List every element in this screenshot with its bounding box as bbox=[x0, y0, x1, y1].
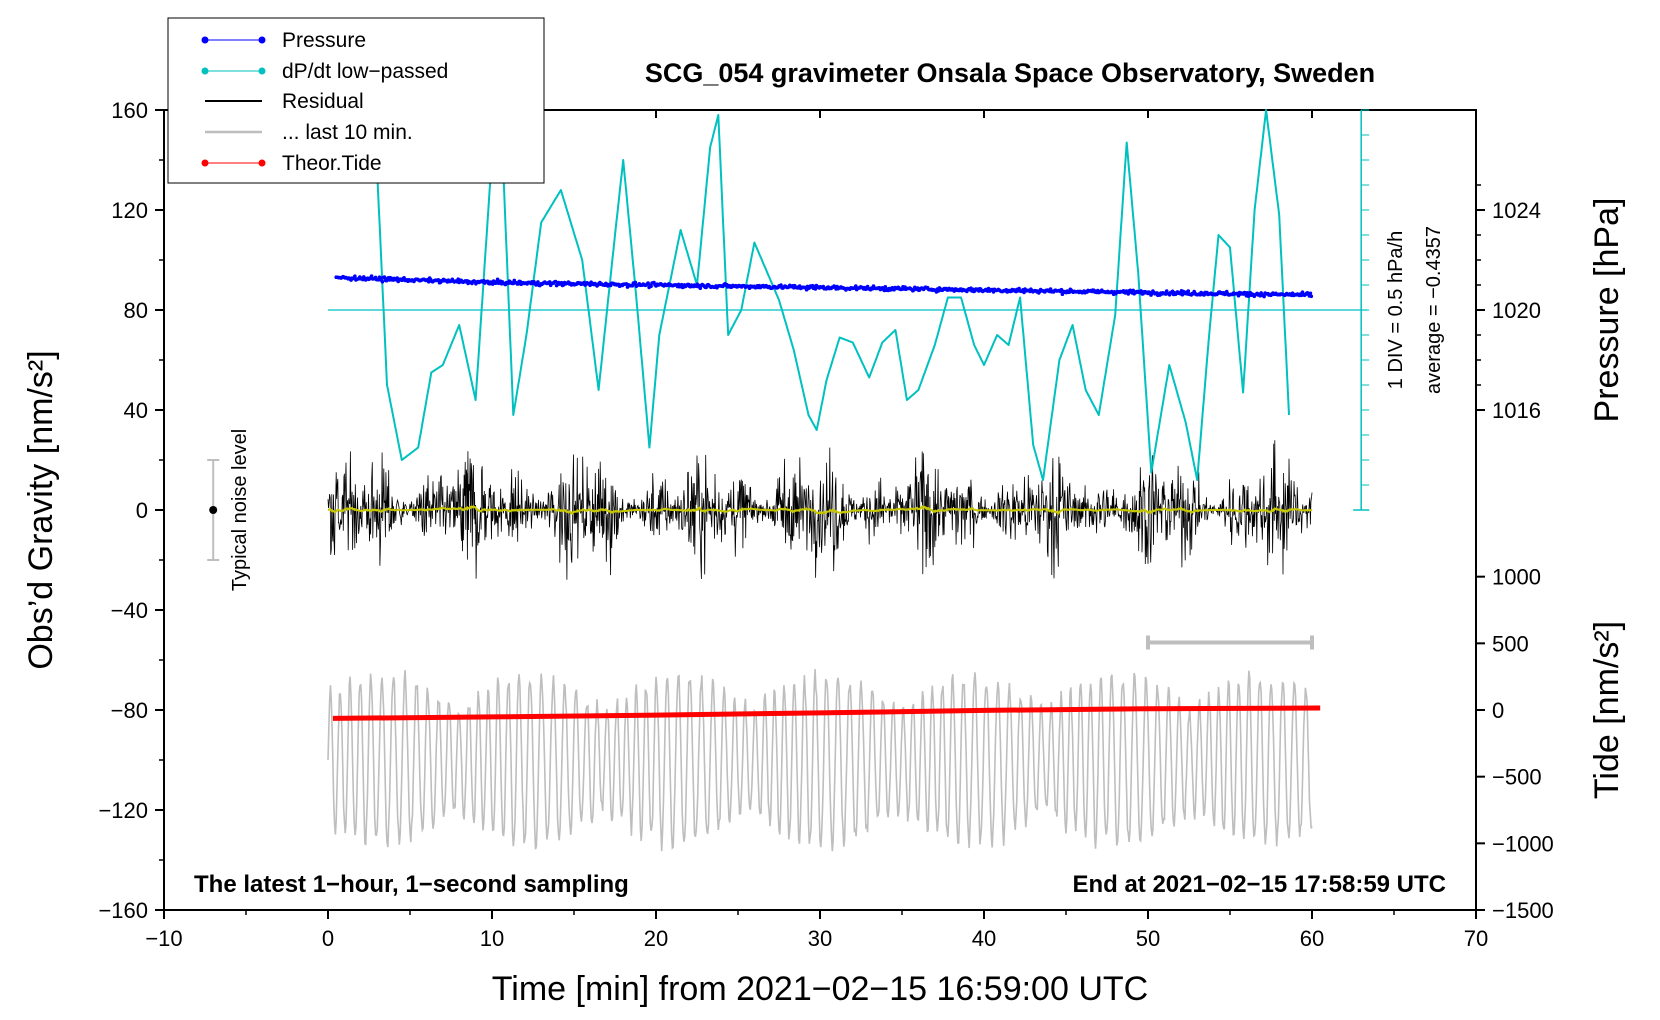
y-tick-label-gravity: −160 bbox=[98, 898, 148, 923]
y-tick-label-tide: 0 bbox=[1492, 698, 1504, 723]
legend-label-theor-tide: Theor.Tide bbox=[282, 152, 382, 175]
last-10-min-series bbox=[327, 669, 1313, 852]
last-10-min-line bbox=[327, 669, 1313, 852]
pressure-point bbox=[854, 284, 858, 288]
legend-item-dpdt: dP/dt low−passed bbox=[201, 60, 448, 83]
legend-item-pressure: Pressure bbox=[201, 29, 366, 52]
y-tick-label-gravity: 0 bbox=[136, 498, 148, 523]
legend-item-residual: Residual bbox=[205, 90, 364, 113]
legend: Pressure dP/dt low−passed Residual ... l… bbox=[167, 17, 545, 184]
y-tick-label-gravity: 40 bbox=[124, 398, 148, 423]
y-tick-label-tide: −1500 bbox=[1492, 898, 1554, 923]
sampling-note: The latest 1−hour, 1−second sampling bbox=[194, 871, 629, 898]
x-tick-label: 30 bbox=[808, 926, 832, 951]
y-tick-label-gravity: −40 bbox=[111, 598, 148, 623]
legend-label-pressure: Pressure bbox=[282, 29, 366, 52]
pressure-point bbox=[1309, 294, 1314, 299]
y-tick-label-pressure: 1020 bbox=[1492, 298, 1541, 323]
x-tick-label: 60 bbox=[1300, 926, 1324, 951]
pressure-series bbox=[334, 274, 1314, 299]
pressure-point bbox=[1139, 289, 1143, 293]
pressure-point bbox=[1262, 294, 1266, 299]
pressure-point bbox=[1126, 292, 1131, 296]
y-tick-label-gravity: 120 bbox=[111, 198, 148, 223]
x-tick-label: 10 bbox=[480, 926, 504, 951]
noise-level-dot bbox=[209, 506, 218, 514]
dpdt-series bbox=[376, 109, 1290, 481]
legend-marker-dpdt-2 bbox=[258, 67, 266, 75]
theor-tide-line bbox=[332, 705, 1321, 721]
y-tick-label-tide: 500 bbox=[1492, 631, 1529, 656]
x-axis-title: Time [min] from 2021−02−15 16:59:00 UTC bbox=[492, 970, 1148, 1008]
pressure-point bbox=[436, 278, 441, 282]
chart-axes: −10 0 10 20 30 40 50 60 7016012080400−40−80−120−… bbox=[98, 98, 1553, 951]
y-tick-label-gravity: −120 bbox=[98, 798, 148, 823]
x-tick-label: 20 bbox=[644, 926, 668, 951]
legend-label-dpdt: dP/dt low−passed bbox=[282, 60, 448, 83]
pressure-point bbox=[495, 277, 500, 282]
pressure-point bbox=[813, 287, 818, 291]
pressure-point bbox=[380, 280, 385, 284]
pressure-point bbox=[553, 279, 558, 284]
y-tick-label-pressure: 1016 bbox=[1492, 398, 1541, 423]
chart-decorations bbox=[207, 109, 1370, 650]
legend-item-last-10-min: ... last 10 min. bbox=[205, 121, 413, 144]
legend-item-theor-tide: Theor.Tide bbox=[201, 152, 382, 175]
pressure-point bbox=[1186, 289, 1191, 293]
legend-label-residual: Residual bbox=[282, 90, 364, 113]
pressure-point bbox=[779, 283, 783, 287]
pressure-point bbox=[649, 284, 653, 289]
legend-marker-pressure bbox=[201, 36, 209, 44]
x-tick-label: 40 bbox=[972, 926, 996, 951]
pressure-point bbox=[382, 275, 387, 279]
x-tick-label: 70 bbox=[1464, 926, 1488, 951]
dpdt-line bbox=[376, 109, 1290, 481]
dpdt-scale-label: 1 DIV = 0.5 hPa/h bbox=[1385, 231, 1407, 389]
y-axis-title-tide: Tide [nm/s²] bbox=[1588, 621, 1626, 799]
x-tick-label: 0 bbox=[322, 926, 334, 951]
pressure-point bbox=[1308, 291, 1313, 296]
legend-marker-pressure-2 bbox=[258, 36, 266, 44]
legend-marker-dpdt bbox=[201, 67, 209, 75]
y-tick-label-tide: 1000 bbox=[1492, 565, 1541, 590]
end-time-note: End at 2021−02−15 17:58:59 UTC bbox=[1072, 871, 1446, 898]
residual-series bbox=[327, 440, 1313, 580]
y-tick-label-gravity: 80 bbox=[124, 298, 148, 323]
residual-smoothed-line bbox=[328, 504, 1313, 516]
y-axis-title-gravity: Obs’d Gravity [nm/s²] bbox=[22, 350, 60, 669]
legend-marker-theor-tide bbox=[201, 159, 209, 167]
y-tick-label-tide: −1000 bbox=[1492, 831, 1554, 856]
residual-line bbox=[327, 440, 1313, 580]
legend-marker-theor-tide-2 bbox=[258, 159, 266, 167]
noise-level-label: Typical noise level bbox=[229, 429, 251, 591]
y-tick-label-pressure: 1024 bbox=[1492, 198, 1541, 223]
y-tick-label-gravity: 160 bbox=[111, 98, 148, 123]
x-tick-label: −10 bbox=[145, 926, 182, 951]
y-tick-label-tide: −500 bbox=[1492, 765, 1542, 790]
pressure-point bbox=[536, 280, 540, 284]
pressure-point bbox=[698, 286, 703, 291]
legend-label-last-10-min: ... last 10 min. bbox=[282, 121, 413, 144]
y-axis-title-pressure: Pressure [hPa] bbox=[1588, 198, 1626, 423]
dpdt-average-label: average = −0.4357 bbox=[1423, 226, 1445, 394]
pressure-point bbox=[369, 274, 374, 278]
y-tick-label-gravity: −80 bbox=[111, 698, 148, 723]
chart-title: SCG_054 gravimeter Onsala Space Observat… bbox=[645, 58, 1375, 88]
pressure-point bbox=[353, 274, 357, 279]
pressure-point bbox=[633, 280, 638, 285]
x-tick-label: 50 bbox=[1136, 926, 1160, 951]
theor-tide-series bbox=[332, 705, 1321, 721]
